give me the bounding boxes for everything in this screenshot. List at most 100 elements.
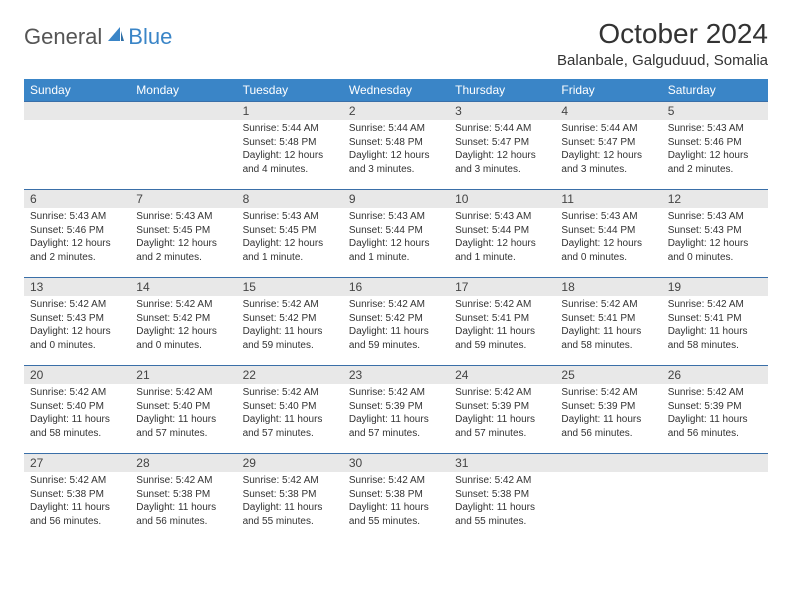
day-data: Sunrise: 5:43 AMSunset: 5:46 PMDaylight:… — [662, 120, 768, 180]
sunset-text: Sunset: 5:43 PM — [668, 224, 762, 238]
day-data: Sunrise: 5:42 AMSunset: 5:38 PMDaylight:… — [130, 472, 236, 532]
sunset-text: Sunset: 5:38 PM — [455, 488, 549, 502]
daylight-text: Daylight: 12 hours and 2 minutes. — [30, 237, 124, 264]
calendar-day-cell: 3Sunrise: 5:44 AMSunset: 5:47 PMDaylight… — [449, 101, 555, 189]
day-data: Sunrise: 5:43 AMSunset: 5:44 PMDaylight:… — [449, 208, 555, 268]
day-number: 15 — [237, 277, 343, 296]
day-number: 1 — [237, 101, 343, 120]
sunset-text: Sunset: 5:46 PM — [30, 224, 124, 238]
sunset-text: Sunset: 5:40 PM — [30, 400, 124, 414]
calendar-table: Sunday Monday Tuesday Wednesday Thursday… — [24, 79, 768, 541]
sunset-text: Sunset: 5:48 PM — [243, 136, 337, 150]
logo-sail-icon — [106, 25, 126, 50]
sunset-text: Sunset: 5:45 PM — [136, 224, 230, 238]
daylight-text: Daylight: 11 hours and 56 minutes. — [561, 413, 655, 440]
day-number: 18 — [555, 277, 661, 296]
calendar-day-cell — [662, 453, 768, 541]
sunset-text: Sunset: 5:43 PM — [30, 312, 124, 326]
day-data: Sunrise: 5:42 AMSunset: 5:39 PMDaylight:… — [662, 384, 768, 444]
daylight-text: Daylight: 12 hours and 3 minutes. — [455, 149, 549, 176]
calendar-day-cell: 13Sunrise: 5:42 AMSunset: 5:43 PMDayligh… — [24, 277, 130, 365]
day-data: Sunrise: 5:42 AMSunset: 5:41 PMDaylight:… — [449, 296, 555, 356]
day-data: Sunrise: 5:44 AMSunset: 5:47 PMDaylight:… — [555, 120, 661, 180]
calendar-week-row: 6Sunrise: 5:43 AMSunset: 5:46 PMDaylight… — [24, 189, 768, 277]
calendar-week-row: 1Sunrise: 5:44 AMSunset: 5:48 PMDaylight… — [24, 101, 768, 189]
sunset-text: Sunset: 5:38 PM — [136, 488, 230, 502]
calendar-day-cell: 1Sunrise: 5:44 AMSunset: 5:48 PMDaylight… — [237, 101, 343, 189]
sunrise-text: Sunrise: 5:42 AM — [30, 386, 124, 400]
daylight-text: Daylight: 11 hours and 57 minutes. — [455, 413, 549, 440]
sunrise-text: Sunrise: 5:42 AM — [243, 474, 337, 488]
sunset-text: Sunset: 5:47 PM — [561, 136, 655, 150]
logo-text-blue: Blue — [128, 24, 172, 50]
sunrise-text: Sunrise: 5:42 AM — [349, 298, 443, 312]
sunrise-text: Sunrise: 5:43 AM — [30, 210, 124, 224]
day-number: 24 — [449, 365, 555, 384]
day-number: 13 — [24, 277, 130, 296]
calendar-day-cell: 10Sunrise: 5:43 AMSunset: 5:44 PMDayligh… — [449, 189, 555, 277]
daylight-text: Daylight: 12 hours and 0 minutes. — [30, 325, 124, 352]
calendar-day-cell: 4Sunrise: 5:44 AMSunset: 5:47 PMDaylight… — [555, 101, 661, 189]
calendar-day-cell: 17Sunrise: 5:42 AMSunset: 5:41 PMDayligh… — [449, 277, 555, 365]
day-data: Sunrise: 5:43 AMSunset: 5:45 PMDaylight:… — [130, 208, 236, 268]
sunrise-text: Sunrise: 5:42 AM — [455, 298, 549, 312]
day-data: Sunrise: 5:44 AMSunset: 5:47 PMDaylight:… — [449, 120, 555, 180]
sunrise-text: Sunrise: 5:43 AM — [561, 210, 655, 224]
daylight-text: Daylight: 12 hours and 0 minutes. — [136, 325, 230, 352]
calendar-day-cell — [24, 101, 130, 189]
day-number: 4 — [555, 101, 661, 120]
day-data: Sunrise: 5:42 AMSunset: 5:43 PMDaylight:… — [24, 296, 130, 356]
day-data: Sunrise: 5:42 AMSunset: 5:40 PMDaylight:… — [237, 384, 343, 444]
day-number: 30 — [343, 453, 449, 472]
sunrise-text: Sunrise: 5:43 AM — [668, 122, 762, 136]
sunrise-text: Sunrise: 5:43 AM — [349, 210, 443, 224]
sunset-text: Sunset: 5:46 PM — [668, 136, 762, 150]
sunrise-text: Sunrise: 5:42 AM — [455, 474, 549, 488]
day-data: Sunrise: 5:43 AMSunset: 5:46 PMDaylight:… — [24, 208, 130, 268]
day-data: Sunrise: 5:43 AMSunset: 5:44 PMDaylight:… — [343, 208, 449, 268]
day-data: Sunrise: 5:42 AMSunset: 5:41 PMDaylight:… — [662, 296, 768, 356]
sunrise-text: Sunrise: 5:43 AM — [668, 210, 762, 224]
day-data: Sunrise: 5:43 AMSunset: 5:43 PMDaylight:… — [662, 208, 768, 268]
daylight-text: Daylight: 11 hours and 57 minutes. — [349, 413, 443, 440]
daylight-text: Daylight: 12 hours and 2 minutes. — [668, 149, 762, 176]
day-data: Sunrise: 5:42 AMSunset: 5:38 PMDaylight:… — [237, 472, 343, 532]
day-number: 17 — [449, 277, 555, 296]
weekday-header-row: Sunday Monday Tuesday Wednesday Thursday… — [24, 79, 768, 101]
sunset-text: Sunset: 5:38 PM — [30, 488, 124, 502]
day-data: Sunrise: 5:44 AMSunset: 5:48 PMDaylight:… — [237, 120, 343, 180]
day-number: 9 — [343, 189, 449, 208]
calendar-day-cell: 31Sunrise: 5:42 AMSunset: 5:38 PMDayligh… — [449, 453, 555, 541]
sunrise-text: Sunrise: 5:43 AM — [455, 210, 549, 224]
calendar-day-cell: 25Sunrise: 5:42 AMSunset: 5:39 PMDayligh… — [555, 365, 661, 453]
calendar-day-cell: 19Sunrise: 5:42 AMSunset: 5:41 PMDayligh… — [662, 277, 768, 365]
sunrise-text: Sunrise: 5:42 AM — [668, 298, 762, 312]
month-title: October 2024 — [557, 18, 768, 50]
calendar-day-cell: 6Sunrise: 5:43 AMSunset: 5:46 PMDaylight… — [24, 189, 130, 277]
sunrise-text: Sunrise: 5:42 AM — [455, 386, 549, 400]
calendar-day-cell: 22Sunrise: 5:42 AMSunset: 5:40 PMDayligh… — [237, 365, 343, 453]
daylight-text: Daylight: 11 hours and 58 minutes. — [561, 325, 655, 352]
day-number: 22 — [237, 365, 343, 384]
day-data: Sunrise: 5:42 AMSunset: 5:42 PMDaylight:… — [343, 296, 449, 356]
calendar-day-cell: 15Sunrise: 5:42 AMSunset: 5:42 PMDayligh… — [237, 277, 343, 365]
header-right: October 2024 Balanbale, Galguduud, Somal… — [557, 18, 768, 69]
day-number: 7 — [130, 189, 236, 208]
daylight-text: Daylight: 11 hours and 56 minutes. — [30, 501, 124, 528]
day-number: 3 — [449, 101, 555, 120]
sunset-text: Sunset: 5:38 PM — [349, 488, 443, 502]
sunrise-text: Sunrise: 5:42 AM — [668, 386, 762, 400]
sunrise-text: Sunrise: 5:42 AM — [349, 474, 443, 488]
page-header: General Blue October 2024 Balanbale, Gal… — [24, 18, 768, 69]
weekday-header: Tuesday — [237, 79, 343, 101]
day-data: Sunrise: 5:42 AMSunset: 5:42 PMDaylight:… — [130, 296, 236, 356]
calendar-day-cell: 11Sunrise: 5:43 AMSunset: 5:44 PMDayligh… — [555, 189, 661, 277]
sunrise-text: Sunrise: 5:43 AM — [136, 210, 230, 224]
day-data: Sunrise: 5:42 AMSunset: 5:38 PMDaylight:… — [343, 472, 449, 532]
day-number: 23 — [343, 365, 449, 384]
daylight-text: Daylight: 12 hours and 1 minute. — [243, 237, 337, 264]
daylight-text: Daylight: 12 hours and 1 minute. — [455, 237, 549, 264]
daylight-text: Daylight: 12 hours and 0 minutes. — [561, 237, 655, 264]
daylight-text: Daylight: 11 hours and 57 minutes. — [243, 413, 337, 440]
sunset-text: Sunset: 5:45 PM — [243, 224, 337, 238]
